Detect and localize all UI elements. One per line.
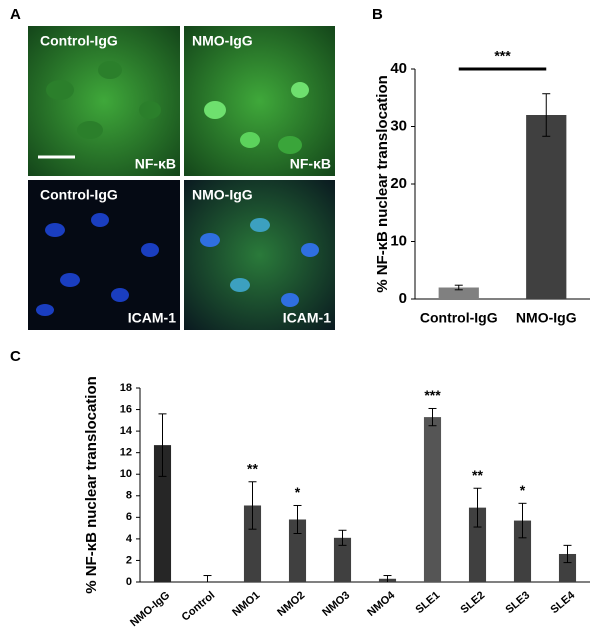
stain-label: NF-κB xyxy=(135,156,176,172)
y-tick-label: 30 xyxy=(390,117,407,134)
micrograph: Control-IgG NF-κB xyxy=(28,26,180,176)
bar xyxy=(468,507,487,582)
bar xyxy=(423,417,442,582)
bar xyxy=(243,505,262,582)
y-tick-label: 20 xyxy=(390,175,407,192)
micrograph: NMO-IgG ICAM-1 xyxy=(184,180,335,330)
significance-label: *** xyxy=(424,387,441,403)
y-tick-label: 14 xyxy=(120,425,133,437)
x-tick-label: NMO-IgG xyxy=(516,310,577,326)
x-tick-label: NMO-IgG xyxy=(128,589,172,629)
micrograph: Control-IgG ICAM-1 xyxy=(28,180,180,330)
x-tick-label: SLE3 xyxy=(504,589,533,616)
image-label: Control-IgG xyxy=(40,187,118,203)
y-tick-label: 10 xyxy=(390,232,407,249)
x-tick-label: SLE4 xyxy=(549,589,578,616)
significance-label: * xyxy=(295,484,301,500)
significance-label: *** xyxy=(494,48,511,64)
x-tick-label: NMO3 xyxy=(320,589,352,619)
panel-label: C xyxy=(10,348,21,365)
y-tick-label: 4 xyxy=(126,533,133,545)
significance-label: * xyxy=(520,482,526,498)
image-label: NMO-IgG xyxy=(192,187,253,203)
bar xyxy=(438,287,479,299)
micrograph: NMO-IgG NF-κB xyxy=(184,26,335,176)
bar xyxy=(333,537,352,582)
panel-label: A xyxy=(10,6,21,23)
bar xyxy=(558,553,577,582)
x-tick-label: SLE1 xyxy=(414,589,443,616)
bar xyxy=(288,519,307,582)
y-tick-label: 18 xyxy=(120,382,132,394)
y-tick-label: 0 xyxy=(126,576,132,588)
y-tick-label: 2 xyxy=(126,554,132,566)
image-label: NMO-IgG xyxy=(192,33,253,49)
image-label: Control-IgG xyxy=(40,33,118,49)
bar xyxy=(153,445,172,582)
significance-label: ** xyxy=(247,460,258,476)
y-tick-label: 0 xyxy=(399,290,407,307)
stain-label: ICAM-1 xyxy=(283,310,331,326)
y-axis-label: % NF-κB nuclear translocation xyxy=(374,75,391,293)
x-tick-label: SLE2 xyxy=(459,589,488,616)
bar xyxy=(513,520,532,582)
x-tick-label: NMO4 xyxy=(365,589,398,619)
stain-label: NF-κB xyxy=(290,156,331,172)
panel-label: B xyxy=(372,6,383,23)
y-tick-label: 8 xyxy=(126,490,132,502)
x-tick-label: Control-IgG xyxy=(420,310,498,326)
x-tick-label: NMO1 xyxy=(230,589,262,619)
y-tick-label: 12 xyxy=(120,447,132,459)
significance-label: ** xyxy=(472,467,483,483)
bar xyxy=(526,115,567,299)
y-axis-label: % NF-κB nuclear translocation xyxy=(83,376,100,594)
x-tick-label: Control xyxy=(180,589,218,623)
x-tick-label: NMO2 xyxy=(275,589,307,619)
y-tick-label: 16 xyxy=(120,403,132,415)
y-tick-label: 40 xyxy=(390,60,407,77)
stain-label: ICAM-1 xyxy=(128,310,176,326)
y-tick-label: 10 xyxy=(120,468,132,480)
y-tick-label: 6 xyxy=(126,511,132,523)
